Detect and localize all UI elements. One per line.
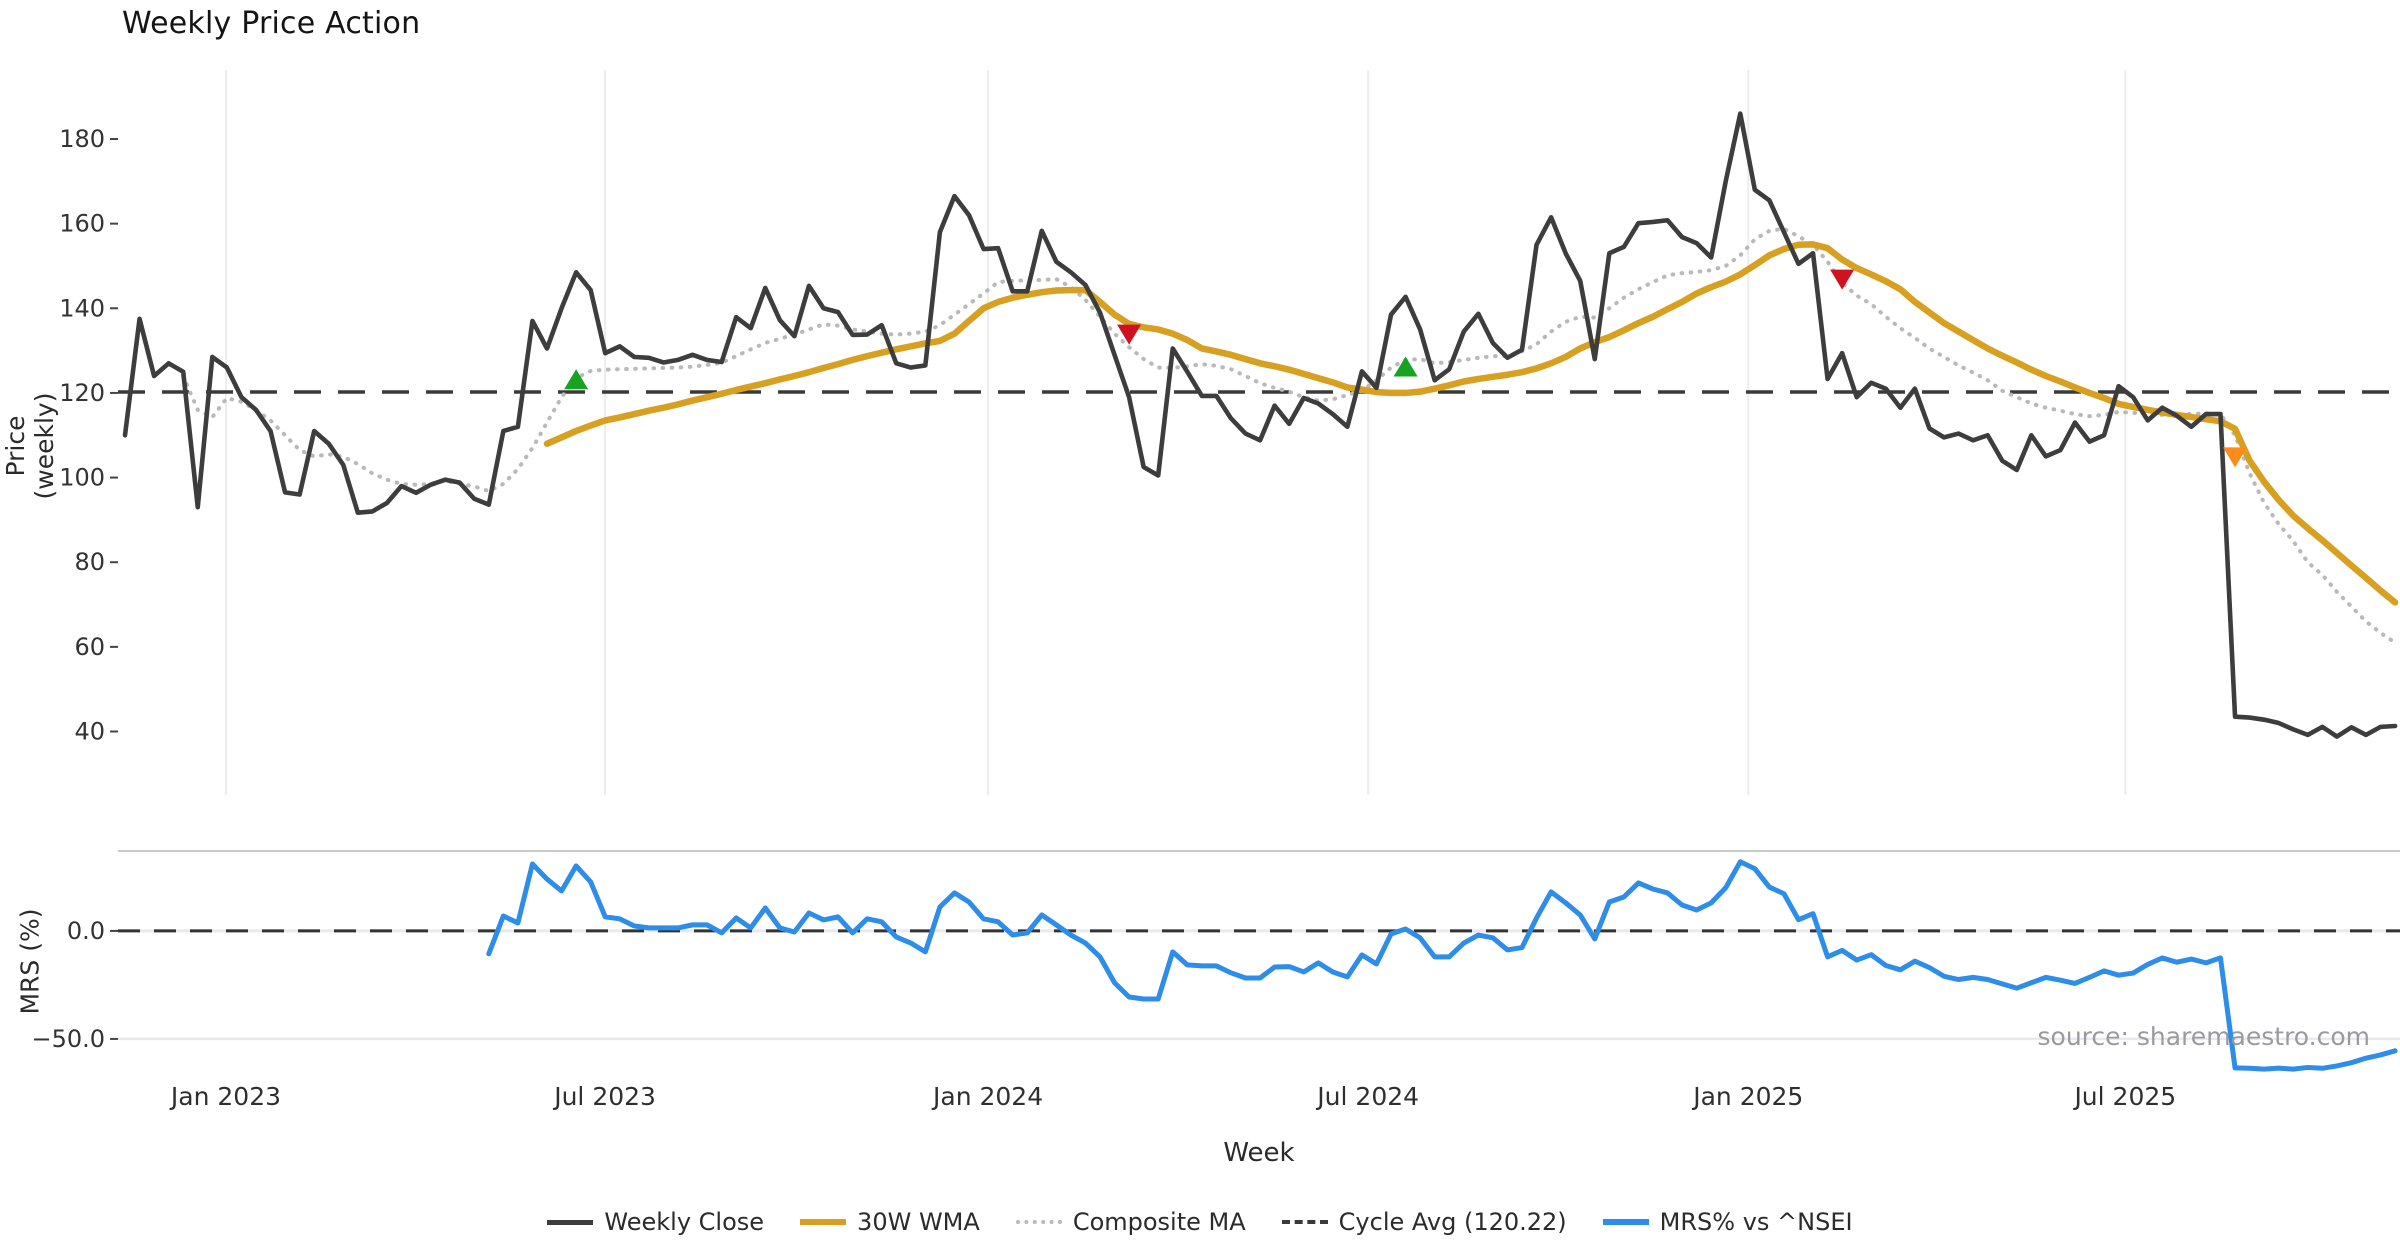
legend-item-30w-wma: 30W WMA [800,1208,980,1236]
svg-text:Jul 2023: Jul 2023 [552,1082,656,1111]
price-axis-label: Price (weekly) [1,392,59,500]
legend-item-mrs: MRS% vs ^NSEI [1602,1208,1853,1236]
legend-item-composite-ma: Composite MA [1015,1208,1246,1236]
svg-text:Jul 2024: Jul 2024 [1315,1082,1419,1111]
svg-text:80: 80 [74,548,105,576]
svg-text:Jan 2023: Jan 2023 [169,1082,281,1111]
wma-line-swatch-icon [800,1219,847,1225]
svg-text:0.0: 0.0 [67,917,105,945]
svg-text:Jan 2025: Jan 2025 [1691,1082,1803,1111]
legend-label: MRS% vs ^NSEI [1659,1208,1853,1236]
legend-item-cycle-avg: Cycle Avg (120.22) [1281,1208,1567,1236]
svg-text:−50.0: −50.0 [31,1025,105,1053]
legend-label: 30W WMA [857,1208,980,1236]
svg-text:40: 40 [74,718,105,746]
svg-text:160: 160 [59,210,105,238]
legend-label: Weekly Close [604,1208,765,1236]
composite-ma-line-swatch-icon [1015,1220,1062,1224]
svg-text:180: 180 [59,125,105,153]
legend-item-weekly-close: Weekly Close [547,1208,764,1236]
legend: Weekly Close 30W WMA Composite MA Cycle … [0,1208,2400,1236]
svg-text:120: 120 [59,379,105,407]
week-axis-label: Week [1223,1138,1295,1168]
svg-text:60: 60 [74,633,105,661]
mrs-axis-label: MRS (%) [15,908,45,1015]
mrs-line-swatch-icon [1602,1219,1649,1225]
weekly-close-line-swatch-icon [547,1219,594,1225]
svg-text:140: 140 [59,294,105,322]
svg-text:Jan 2024: Jan 2024 [931,1082,1043,1111]
source-note: source: sharemaestro.com [2037,1022,2371,1051]
svg-text:100: 100 [59,464,105,492]
cycle-avg-line-swatch-icon [1281,1220,1328,1224]
legend-label: Composite MA [1072,1208,1246,1236]
svg-text:Jul 2025: Jul 2025 [2072,1082,2176,1111]
page-title: Weekly Price Action [122,6,421,41]
legend-label: Cycle Avg (120.22) [1338,1208,1567,1236]
